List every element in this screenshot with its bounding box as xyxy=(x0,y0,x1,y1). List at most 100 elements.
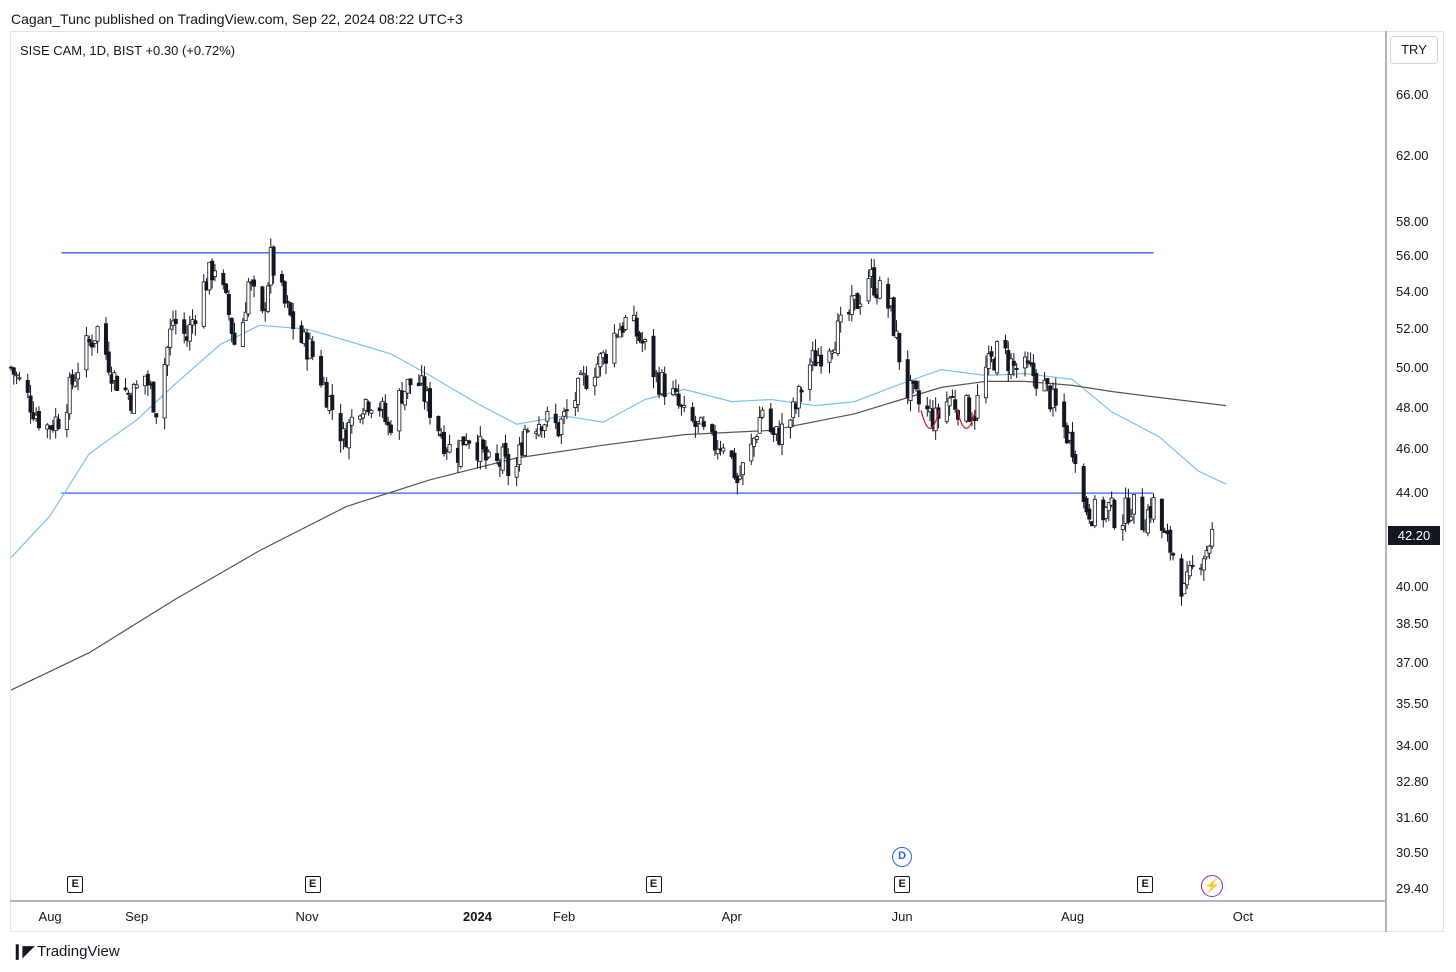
tradingview-logo[interactable]: ❙◤ TradingView xyxy=(11,942,120,961)
candle-body xyxy=(201,281,206,327)
candle-body xyxy=(1187,565,1192,577)
price-tick-label: 58.00 xyxy=(1396,213,1429,229)
earnings-marker[interactable]: E xyxy=(645,876,662,893)
candle-body xyxy=(154,413,159,418)
candle-body xyxy=(1081,465,1086,502)
candle-body xyxy=(1179,558,1184,597)
lightning-icon[interactable]: ⚡ xyxy=(1201,875,1224,897)
candle-body xyxy=(525,430,530,433)
candle-body xyxy=(87,338,92,343)
candle-body xyxy=(182,319,187,334)
candle-body xyxy=(576,377,581,405)
earnings-marker[interactable]: E xyxy=(67,876,84,893)
candle-body xyxy=(388,424,393,433)
price-tick-label: 54.00 xyxy=(1396,284,1429,300)
candle-body xyxy=(1151,497,1156,520)
candle-body xyxy=(967,397,972,422)
time-tick-label: Apr xyxy=(721,909,742,924)
candle-body xyxy=(386,421,391,426)
candle-body xyxy=(271,246,276,276)
candle-body xyxy=(360,413,365,419)
time-tick-label: Nov xyxy=(295,909,319,924)
price-tick-label: 52.00 xyxy=(1396,321,1429,337)
candle-body xyxy=(1126,497,1131,523)
candle-body xyxy=(732,452,737,479)
candle-body xyxy=(1009,358,1014,376)
candle-body xyxy=(92,340,97,344)
candle-body xyxy=(1106,502,1111,512)
candle-body xyxy=(698,417,703,425)
moving-average-short-line xyxy=(10,324,1227,559)
candle-body xyxy=(17,377,22,380)
candle-body xyxy=(623,317,628,330)
candle-body xyxy=(383,402,388,422)
candle-body xyxy=(324,382,329,408)
candle-body xyxy=(897,332,902,363)
candle-body xyxy=(506,453,511,477)
candle-body xyxy=(598,353,603,368)
currency-button[interactable]: TRY xyxy=(1390,36,1438,64)
candle-body xyxy=(232,332,237,345)
candle-body xyxy=(947,397,952,407)
candle-body xyxy=(64,411,69,430)
candle-body xyxy=(447,444,452,453)
candle-body xyxy=(1145,509,1150,534)
earnings-marker[interactable]: E xyxy=(1137,876,1154,893)
candle-body xyxy=(950,396,955,398)
dividend-marker[interactable]: D xyxy=(892,847,913,867)
candle-body xyxy=(989,351,994,357)
candle-body xyxy=(14,374,19,377)
candle-body xyxy=(173,318,178,324)
candle-body xyxy=(1011,360,1016,366)
candle-body xyxy=(780,423,785,445)
publication-info: Cagan_Tunc published on TradingView.com,… xyxy=(11,11,463,27)
candle-body xyxy=(676,393,681,406)
tradingview-brand: TradingView xyxy=(37,942,120,960)
candle-body xyxy=(349,416,354,426)
candle-body xyxy=(855,293,860,310)
earnings-marker[interactable]: E xyxy=(304,876,321,893)
candle-body xyxy=(791,401,796,418)
earnings-marker[interactable]: E xyxy=(894,876,911,893)
chart-frame xyxy=(10,31,1444,932)
candle-body xyxy=(640,340,645,344)
price-tick-label: 46.00 xyxy=(1396,441,1429,457)
candle-body xyxy=(319,355,324,386)
candle-body xyxy=(441,431,446,454)
candle-body xyxy=(347,422,352,449)
candle-body xyxy=(760,409,765,418)
candle-body xyxy=(721,447,726,452)
candle-body xyxy=(983,366,988,399)
candle-body xyxy=(584,375,589,390)
time-tick-label: Feb xyxy=(552,909,576,924)
candle-body xyxy=(877,280,882,299)
moving-average-long-line xyxy=(10,380,1227,691)
candle-body xyxy=(975,395,980,419)
candle-body xyxy=(310,341,315,357)
candle-body xyxy=(422,376,427,402)
time-tick-label: Oct xyxy=(1232,909,1254,924)
candle-body xyxy=(11,367,16,375)
price-tick-label: 50.00 xyxy=(1396,359,1429,375)
candle-body xyxy=(1168,529,1173,553)
candle-body xyxy=(735,475,740,484)
candle-body xyxy=(291,311,296,329)
candle-body xyxy=(953,399,958,410)
candle-body xyxy=(886,283,891,309)
candle-body xyxy=(369,409,374,414)
candle-body xyxy=(715,448,720,455)
candle-body xyxy=(84,335,89,371)
candle-body xyxy=(1171,553,1176,556)
candle-body xyxy=(595,363,600,378)
symbol-legend[interactable]: SISE CAM, 1D, BIST +0.30 (+0.72%) xyxy=(20,43,236,58)
price-tick-label: 38.50 xyxy=(1396,616,1429,632)
candle-body xyxy=(126,392,131,395)
candle-body xyxy=(1062,401,1067,428)
candle-body xyxy=(1104,507,1109,519)
annotation-arc xyxy=(920,410,940,430)
candle-body xyxy=(212,270,217,277)
candle-body xyxy=(738,475,743,480)
candle-body xyxy=(523,428,528,456)
candle-body xyxy=(210,260,215,281)
